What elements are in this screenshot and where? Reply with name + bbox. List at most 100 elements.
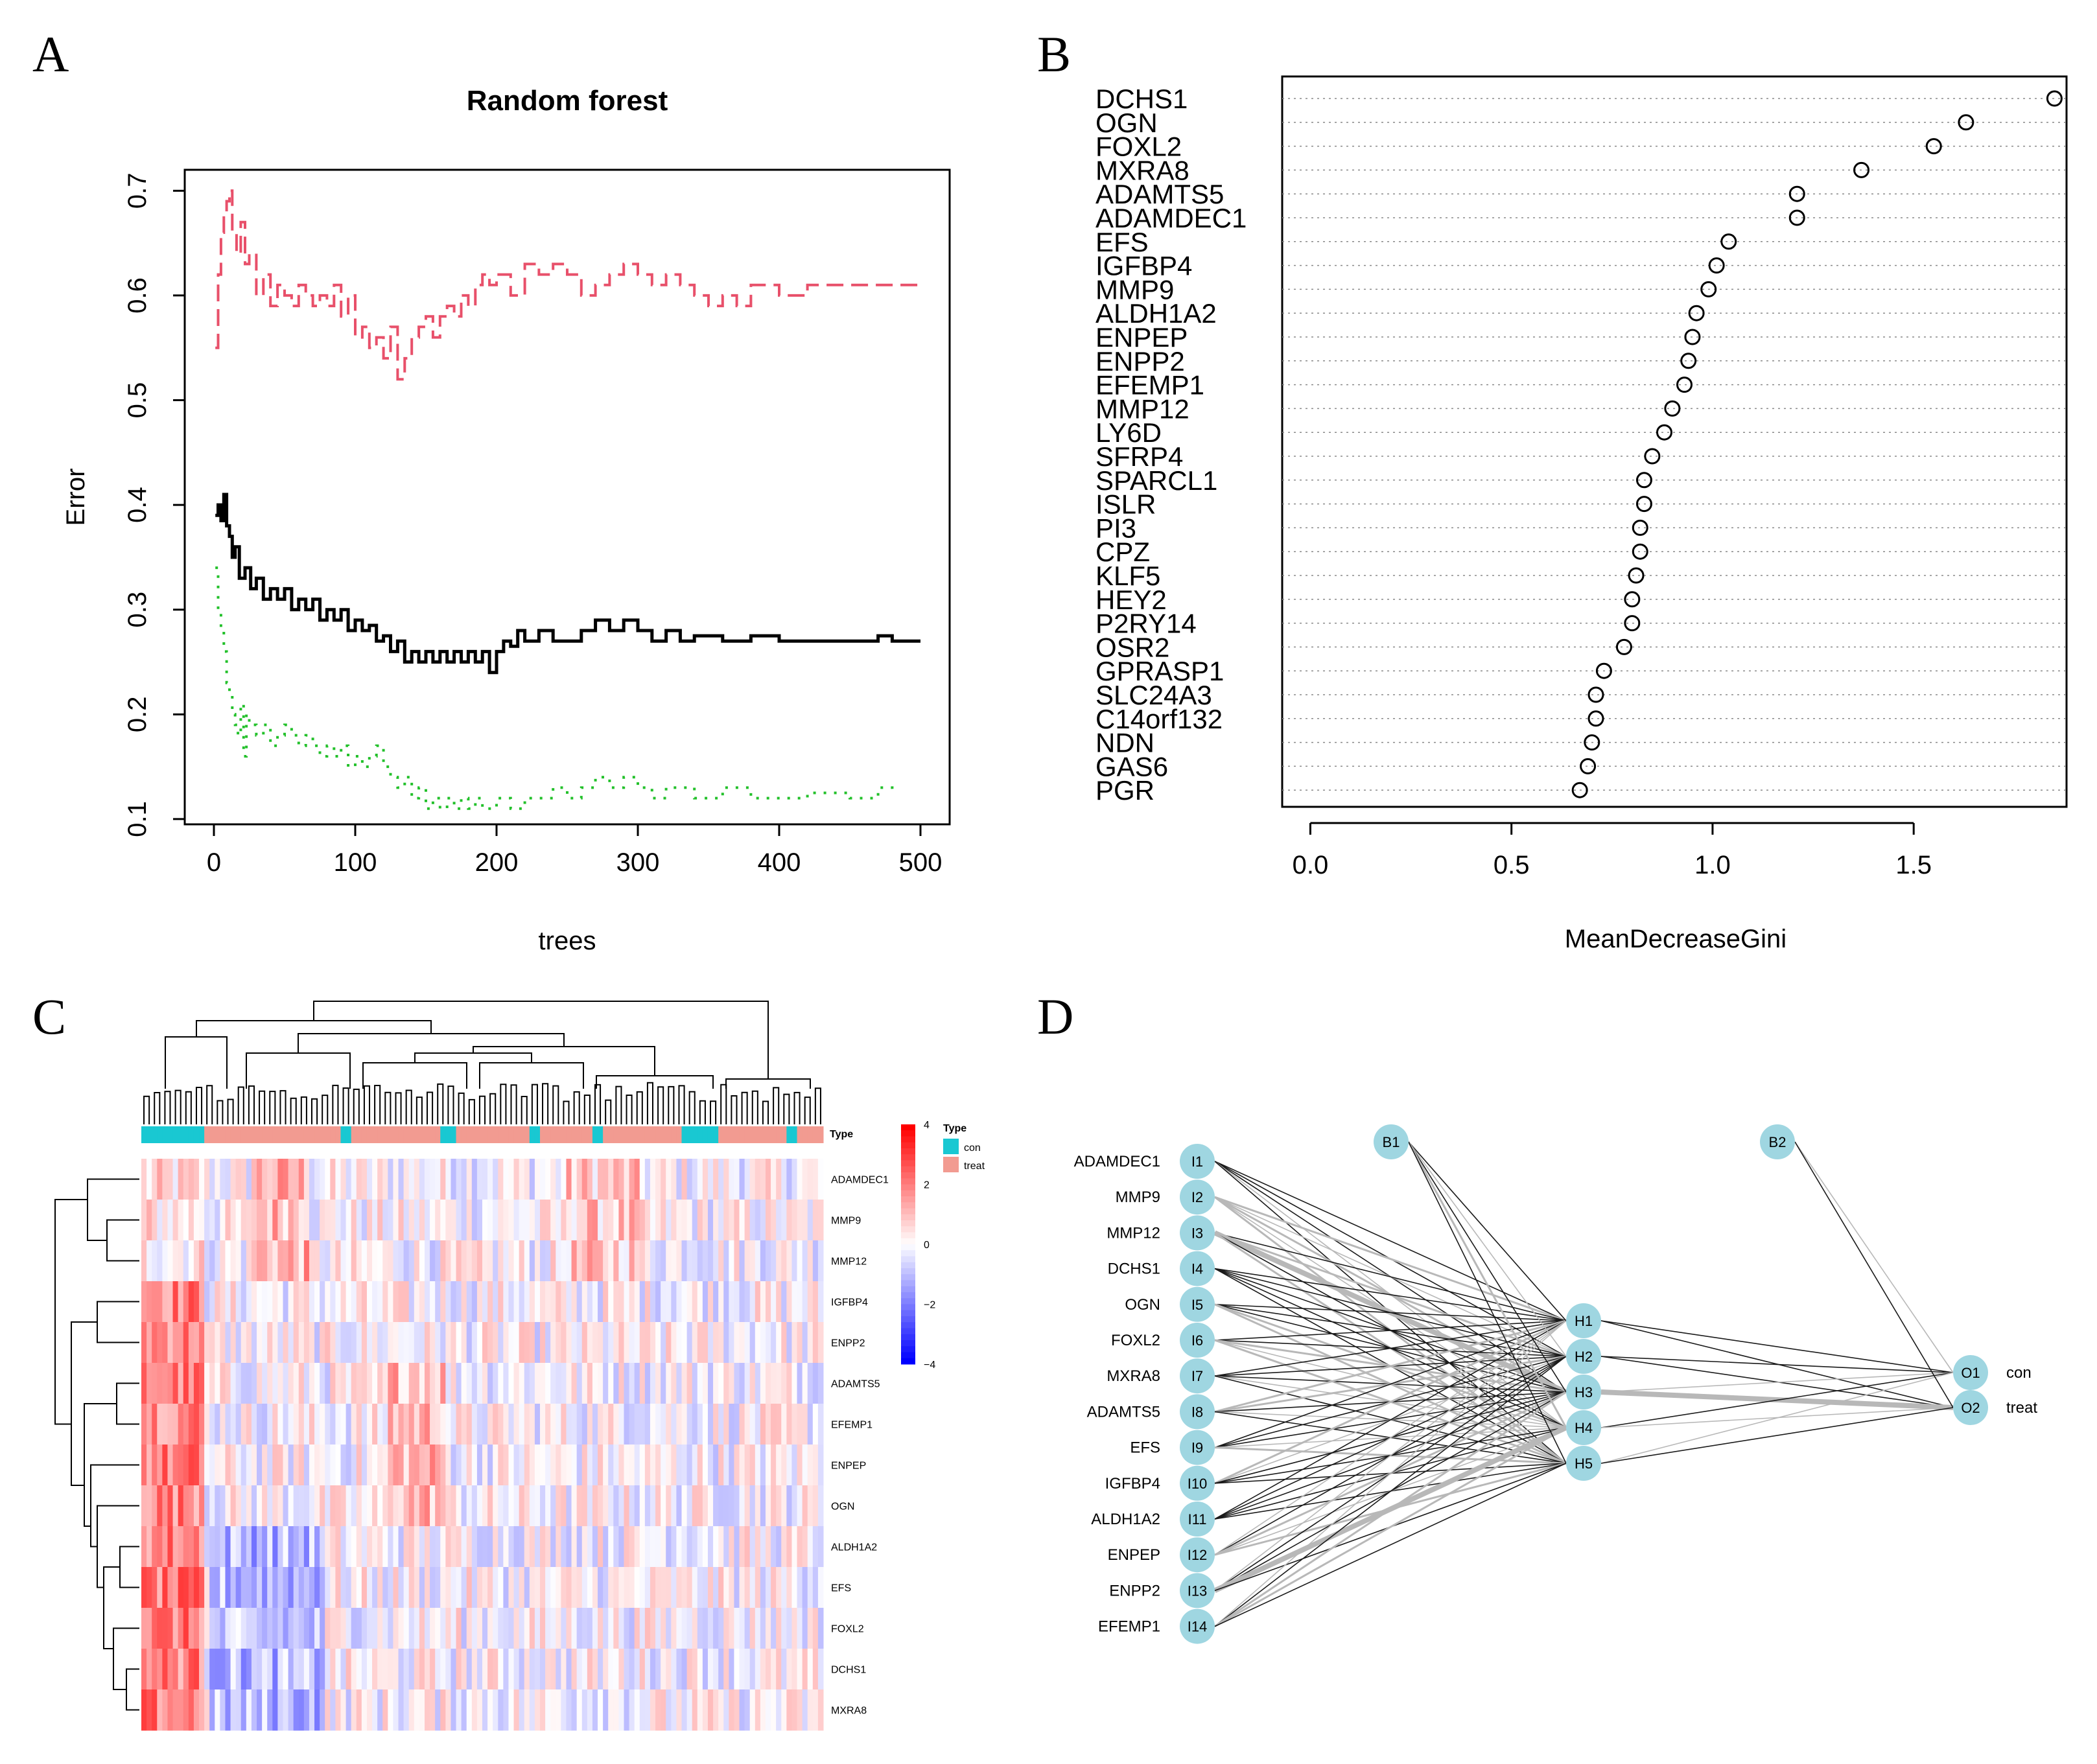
heatmap-cell (251, 1567, 257, 1608)
heatmap-cell (141, 1526, 147, 1568)
heatmap-cell (571, 1322, 578, 1364)
heatmap-cell (729, 1322, 734, 1364)
heatmap-cell (172, 1281, 179, 1323)
heatmap-cell (755, 1526, 761, 1568)
annotation-cell (414, 1126, 420, 1143)
heatmap-cell (178, 1608, 184, 1649)
nn-bias-node (1760, 1124, 1795, 1159)
heatmap-cell (618, 1608, 624, 1649)
annotation-cell (493, 1126, 498, 1143)
heatmap-cell (456, 1689, 462, 1731)
heatmap-cell (471, 1159, 478, 1200)
heatmap-cell (498, 1608, 504, 1649)
heatmap-cell (466, 1445, 473, 1486)
heatmap-cell (807, 1240, 814, 1282)
annotation-cell (257, 1126, 263, 1143)
heatmap-cell (729, 1159, 734, 1200)
heatmap-cell (430, 1485, 436, 1527)
heatmap-cell (461, 1445, 467, 1486)
heatmap-cell (760, 1445, 766, 1486)
heatmap-cell (272, 1526, 278, 1568)
heatmap-cell (146, 1526, 152, 1568)
heatmap-cell (235, 1240, 242, 1282)
heatmap-cell (655, 1567, 661, 1608)
heatmap-cell (215, 1159, 220, 1200)
heatmap-cell (141, 1485, 147, 1527)
heatmap-cell (240, 1363, 247, 1404)
heatmap-cell (157, 1281, 163, 1323)
heatmap-cell (361, 1363, 368, 1404)
heatmap-cell (686, 1485, 693, 1527)
heatmap-cell (461, 1200, 467, 1241)
heatmap-legend-title: Type (943, 1123, 966, 1134)
annotation-cell (802, 1126, 808, 1143)
heatmap-cell (330, 1240, 336, 1282)
heatmap-cell (744, 1200, 751, 1241)
annotation-cell (340, 1126, 347, 1143)
heatmap-cell (204, 1445, 210, 1486)
heatmap-cell (283, 1363, 289, 1404)
annotation-cell (666, 1126, 672, 1143)
heatmap-cell (629, 1363, 635, 1404)
y-tick-label: 0.3 (123, 592, 152, 628)
annotation-cell (545, 1126, 551, 1143)
annotation-cell (277, 1126, 283, 1143)
heatmap-cell (262, 1404, 268, 1445)
nn-input-node-label: I12 (1188, 1547, 1208, 1563)
heatmap-cell (613, 1526, 619, 1568)
dendrogram-branch (773, 1087, 780, 1124)
heatmap-cell (288, 1649, 294, 1690)
heatmap-cell (797, 1281, 803, 1323)
heatmap-cell (361, 1240, 368, 1282)
heatmap-cell (445, 1159, 451, 1200)
heatmap-row-label: FOXL2 (831, 1624, 864, 1635)
heatmap-cell (566, 1649, 572, 1690)
heatmap-cell (587, 1363, 593, 1404)
panel-d-neural-network: I1ADAMDEC1I2MMP9I3MMP12I4DCHS1I5OGNI6FOX… (1074, 1124, 2037, 1644)
heatmap-cell (178, 1363, 184, 1404)
heatmap-cell (303, 1485, 310, 1527)
gene-label: CPZ (1095, 537, 1150, 567)
heatmap-cell (524, 1200, 530, 1241)
heatmap-cell (634, 1200, 640, 1241)
heatmap-cell (686, 1322, 693, 1364)
heatmap-cell (330, 1404, 336, 1445)
heatmap-cell (807, 1159, 814, 1200)
heatmap-cell (356, 1689, 362, 1731)
heatmap-cell (513, 1200, 520, 1241)
legend-label-treat: treat (964, 1161, 985, 1172)
heatmap-cell (613, 1240, 619, 1282)
heatmap-cell (335, 1322, 342, 1364)
nn-edge-hidden-output (1600, 1407, 1954, 1464)
heatmap-cell (277, 1689, 283, 1731)
heatmap-cell (576, 1485, 583, 1527)
dendrogram-branch (804, 1097, 811, 1124)
heatmap-cell (786, 1445, 792, 1486)
heatmap-cell (445, 1485, 451, 1527)
heatmap-cell (225, 1485, 231, 1527)
heatmap-cell (408, 1240, 415, 1282)
heatmap-cell (330, 1608, 336, 1649)
heatmap-cell (314, 1649, 320, 1690)
heatmap-cell (812, 1608, 819, 1649)
heatmap-cell (771, 1281, 777, 1323)
heatmap-cell (697, 1689, 703, 1731)
heatmap-cell (771, 1159, 777, 1200)
heatmap-cell (235, 1567, 242, 1608)
heatmap-cell (424, 1485, 430, 1527)
heatmap-cell (476, 1445, 483, 1486)
heatmap-cell (545, 1689, 551, 1731)
heatmap-cell (618, 1567, 624, 1608)
heatmap-cell (220, 1240, 226, 1282)
heatmap-cell (666, 1322, 672, 1364)
heatmap-cell (598, 1567, 603, 1608)
heatmap-cell (356, 1322, 362, 1364)
heatmap-row-label: DCHS1 (831, 1665, 866, 1676)
heatmap-cell (167, 1159, 174, 1200)
heatmap-cell (445, 1322, 451, 1364)
heatmap-cell (257, 1649, 263, 1690)
heatmap-cell (451, 1485, 457, 1527)
heatmap-cell (571, 1445, 578, 1486)
heatmap-cell (325, 1404, 331, 1445)
heatmap-cell (781, 1240, 787, 1282)
